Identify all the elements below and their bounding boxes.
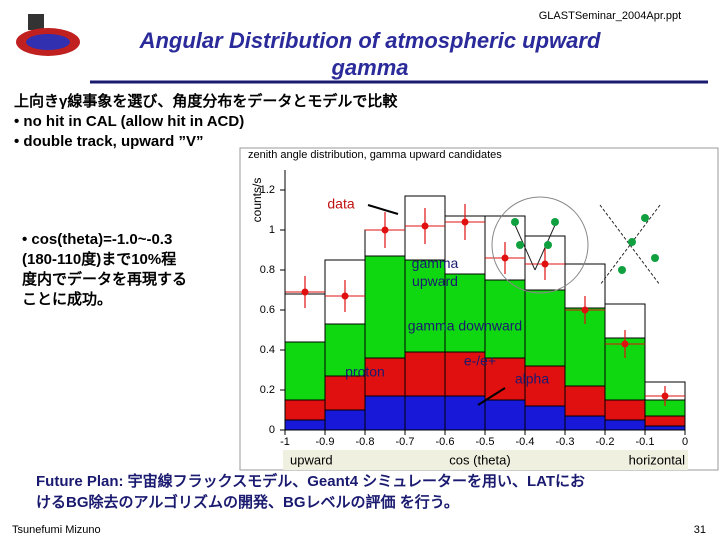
- footer-author: Tsunefumi Mizuno: [12, 524, 101, 536]
- source: GLASTSeminar_2004Apr.ppt: [539, 10, 681, 22]
- x-tick-label: -0.1: [636, 436, 655, 448]
- data-point: [461, 218, 469, 226]
- data-point: [621, 340, 629, 348]
- data-point: [341, 292, 349, 300]
- bullet: • double track, upward ”V”: [14, 133, 203, 150]
- future-plan: Future Plan: 宇宙線フラックスモデル、Geant4 シミュレーターを…: [36, 472, 585, 490]
- data-point: [301, 288, 309, 296]
- diagram-hit: [544, 241, 552, 249]
- side-note: 度内でデータを再現する: [22, 270, 187, 288]
- diagram-hit: [641, 214, 649, 222]
- y-tick-label: 1.2: [260, 184, 275, 196]
- annotation-word: gamma: [412, 255, 459, 271]
- footer-page: 31: [694, 524, 706, 536]
- hist-bar: [444, 273, 486, 353]
- data-point: [501, 254, 509, 262]
- data-point: [421, 222, 429, 230]
- diagram-circle: [491, 196, 589, 294]
- y-axis-label: counts/s: [250, 178, 264, 223]
- hist-bar: [524, 289, 566, 367]
- title-line: Angular Distribution of atmospheric upwa…: [139, 28, 601, 53]
- x-tick-label: -0.5: [476, 436, 495, 448]
- side-note: • cos(theta)=-1.0~-0.3: [22, 231, 172, 248]
- y-tick-label: 0.8: [260, 264, 275, 276]
- hist-bar: [284, 399, 326, 421]
- hist-bar: [284, 419, 326, 431]
- x-tick-label: -0.8: [356, 436, 375, 448]
- x-tick-label: -0.4: [516, 436, 535, 448]
- alpha-annotation: alpha: [515, 371, 549, 387]
- hist-bar: [324, 409, 366, 431]
- diagram-hit: [651, 254, 659, 262]
- bullet: • no hit in CAL (allow hit in ACD): [14, 113, 244, 130]
- y-tick-label: 0.6: [260, 304, 275, 316]
- y-tick-label: 0.4: [260, 344, 275, 356]
- hist-bar: [404, 395, 446, 431]
- hist-bar: [484, 357, 526, 401]
- annotation-arrow: [367, 204, 399, 215]
- x-tick-label: -1: [280, 436, 290, 448]
- data-point: [381, 226, 389, 234]
- x-tick-label: -0.3: [556, 436, 575, 448]
- hist-bar: [364, 395, 406, 431]
- x-left-label: upward: [290, 452, 333, 467]
- hist-bar: [404, 351, 446, 397]
- annotation-arrow: [477, 387, 506, 406]
- diagram-hit: [618, 266, 626, 274]
- hist-bar: [644, 415, 686, 427]
- diagram-track: [514, 224, 536, 271]
- y-tick-label: 0.2: [260, 384, 275, 396]
- series-annotation: gamma downward: [408, 318, 522, 334]
- data-point: [581, 306, 589, 314]
- hist-bar: [284, 341, 326, 401]
- y-tick-label: 1: [269, 224, 275, 236]
- x-tick-label: -0.7: [396, 436, 415, 448]
- hist-bar: [444, 395, 486, 431]
- diagram-hit: [516, 241, 524, 249]
- series-annotation: e-/e+: [464, 353, 496, 369]
- diagram-hit: [511, 218, 519, 226]
- side-note: (180-110度)まで10%程: [22, 250, 176, 268]
- x-label-bar: [283, 450, 688, 470]
- x-tick-label: -0.9: [316, 436, 335, 448]
- future-plan: けるBG除去のアルゴリズムの開発、BGレベルの評価 を行う。: [36, 493, 459, 511]
- hist-bar: [564, 415, 606, 431]
- hist-bar: [604, 419, 646, 431]
- series-annotation: gamma upward: [412, 255, 459, 289]
- v-diagram: [491, 196, 661, 294]
- hist-bar: [324, 323, 366, 377]
- logo: [16, 14, 80, 56]
- series-annotation: proton: [345, 364, 385, 380]
- side-note: ことに成功。: [22, 290, 112, 308]
- x-tick-label: -0.6: [436, 436, 455, 448]
- data-point: [661, 392, 669, 400]
- chart-title: zenith angle distribution, gamma upward …: [248, 149, 502, 161]
- data-annotation: data: [327, 196, 354, 212]
- hist-bar: [644, 425, 686, 431]
- diagram-hit: [551, 218, 559, 226]
- logo-core: [26, 34, 70, 50]
- y-tick-label: 0: [269, 424, 275, 436]
- chart: 0 0.2 0.4 0.6 0.8 1 1.2 -1 -0.9 -0.8 -0.7 -0.6 -0.5 -…: [260, 170, 688, 448]
- x-right-label: horizontal: [629, 452, 685, 467]
- hist-bar: [524, 405, 566, 431]
- diagram-hit: [628, 238, 636, 246]
- hist-bar: [604, 399, 646, 421]
- hist-bar: [524, 365, 566, 407]
- title-line: gamma: [330, 55, 408, 80]
- data-point: [541, 260, 549, 268]
- hist-bar: [444, 351, 486, 397]
- hist-bar: [564, 385, 606, 417]
- annotation-word: upward: [412, 273, 458, 289]
- logo-block: [28, 14, 44, 30]
- bullet: 上向きγ線事象を選び、角度分布をデータとモデルで比較: [14, 92, 398, 110]
- hist-bar: [364, 255, 406, 359]
- x-axis-label: cos (theta): [449, 452, 510, 467]
- hist-bar: [484, 399, 526, 431]
- x-tick-label: -0.2: [596, 436, 615, 448]
- hist-bar: [324, 375, 366, 411]
- x-tick-label: 0: [682, 436, 688, 448]
